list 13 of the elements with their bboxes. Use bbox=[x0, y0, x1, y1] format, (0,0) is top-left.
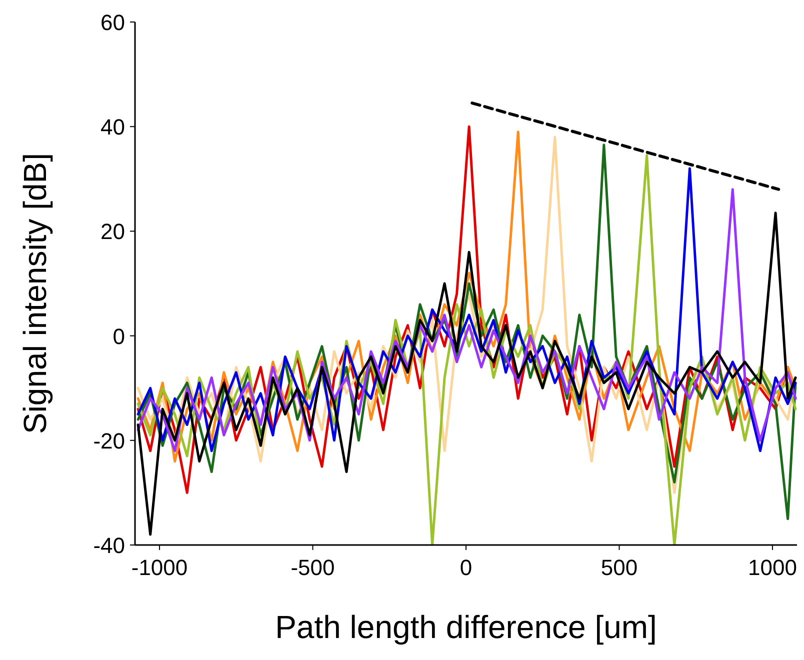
x-tick-label: -1000 bbox=[131, 555, 188, 580]
y-tick-label: -20 bbox=[93, 428, 125, 454]
x-tick-label: 1000 bbox=[748, 555, 797, 580]
x-tick-label: 0 bbox=[460, 555, 472, 580]
y-tick-label: 40 bbox=[100, 114, 125, 140]
y-tick-label: 0 bbox=[112, 324, 125, 349]
y-tick-label: 60 bbox=[100, 10, 125, 35]
x-tick-label: -500 bbox=[290, 555, 335, 580]
y-tick-label: 20 bbox=[100, 219, 125, 244]
x-tick-label: 500 bbox=[600, 555, 638, 580]
y-axis-title: Signal intensity [dB] bbox=[17, 152, 53, 434]
x-axis-title: Path length difference [um] bbox=[275, 609, 657, 645]
y-tick-label: -40 bbox=[93, 533, 125, 558]
